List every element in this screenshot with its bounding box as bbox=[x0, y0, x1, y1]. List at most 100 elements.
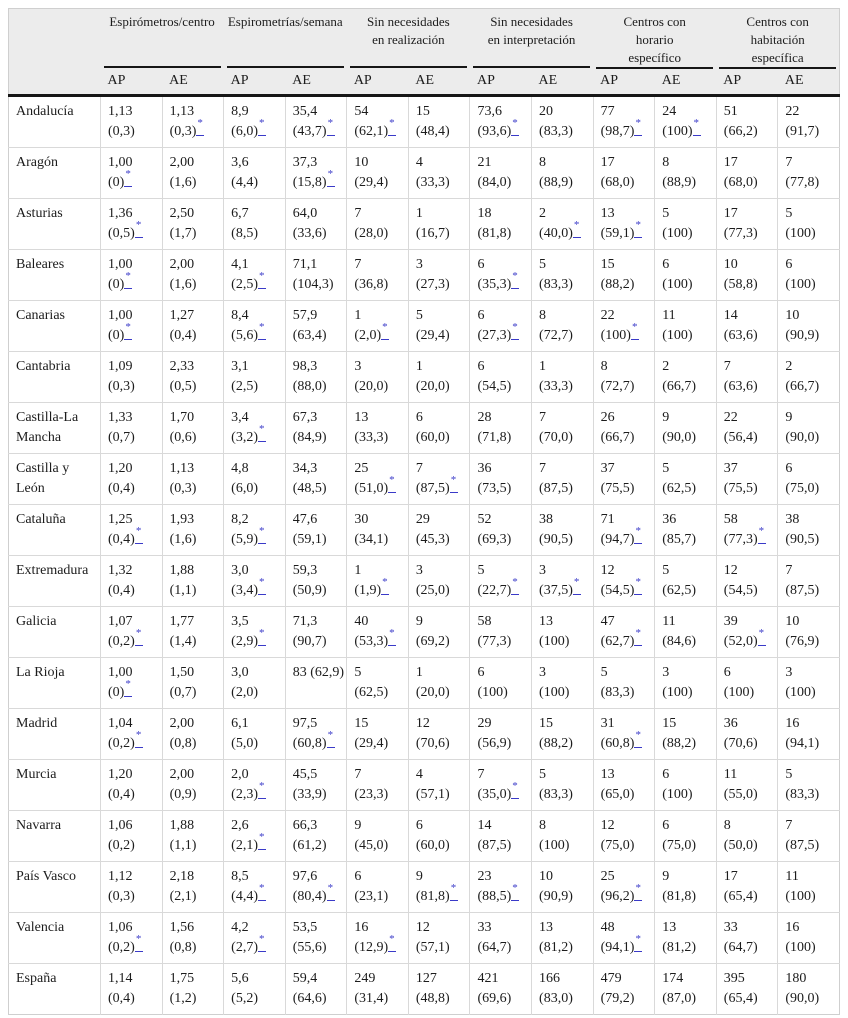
cell-secondary-value: (0,7) bbox=[108, 428, 160, 448]
footnote-asterisk-link[interactable]: * bbox=[634, 628, 643, 646]
data-cell: 2 (40,0) * bbox=[531, 198, 594, 250]
cell-value: 36 bbox=[662, 512, 677, 527]
footnote-asterisk-link[interactable]: * bbox=[257, 118, 266, 136]
footnote-asterisk-link[interactable]: * bbox=[511, 322, 520, 340]
footnote-asterisk-link[interactable]: * bbox=[630, 322, 639, 340]
footnote-asterisk-link[interactable]: * bbox=[634, 118, 643, 136]
cell-value: 10 bbox=[539, 869, 554, 884]
footnote-asterisk-link[interactable]: * bbox=[511, 271, 520, 289]
footnote-asterisk-link[interactable]: * bbox=[634, 220, 643, 238]
cell-percent-text: (2,3) bbox=[231, 787, 258, 802]
cell-percent-text: (54,5) bbox=[723, 583, 758, 598]
footnote-asterisk-link[interactable]: * bbox=[257, 526, 266, 544]
footnote-asterisk-link[interactable]: * bbox=[572, 220, 581, 238]
footnote-asterisk-link[interactable]: * bbox=[326, 883, 335, 901]
footnote-asterisk-link[interactable]: * bbox=[381, 322, 390, 340]
footnote-asterisk-link[interactable]: * bbox=[257, 628, 266, 646]
footnote-asterisk-link[interactable]: * bbox=[124, 322, 133, 340]
data-cell: 8 (72,7) bbox=[592, 351, 655, 403]
cell-value: 7 bbox=[785, 155, 793, 170]
footnote-asterisk-link[interactable]: * bbox=[388, 118, 397, 136]
cell-percent-text: (0,5) bbox=[108, 226, 135, 241]
footnote-asterisk-link[interactable]: * bbox=[634, 883, 643, 901]
footnote-asterisk-link[interactable]: * bbox=[511, 883, 520, 901]
cell-value: 30 bbox=[354, 512, 369, 527]
cell-value: 1,13 bbox=[169, 461, 195, 476]
footnote-asterisk-link[interactable]: * bbox=[257, 883, 266, 901]
footnote-asterisk-link[interactable]: * bbox=[257, 577, 266, 595]
footnote-asterisk-link[interactable]: * bbox=[134, 220, 143, 238]
data-cell: 12 (54,5) * bbox=[592, 555, 655, 607]
cell-percent-text: (100) bbox=[477, 685, 508, 700]
footnote-asterisk-link[interactable]: * bbox=[511, 118, 520, 136]
data-cell: 1,20 (0,4) bbox=[100, 759, 163, 811]
column-group-label: Espirometrías/semana bbox=[227, 14, 343, 29]
subcolumn-header-row: AP AE AP AE AP AE AP AE AP AE AP AE bbox=[8, 69, 840, 97]
cell-value: 15 bbox=[662, 716, 677, 731]
footnote-asterisk-link[interactable]: * bbox=[326, 169, 335, 187]
asterisk-icon: * bbox=[635, 525, 641, 537]
cell-secondary-value: (68,0) bbox=[601, 173, 653, 193]
footnote-asterisk-link[interactable]: * bbox=[124, 679, 133, 697]
cell-value: 2 bbox=[785, 359, 793, 374]
footnote-asterisk-link[interactable]: * bbox=[134, 934, 143, 952]
footnote-asterisk-link[interactable]: * bbox=[124, 169, 133, 187]
footnote-asterisk-link[interactable]: * bbox=[257, 934, 266, 952]
data-cell: 17 (77,3) bbox=[715, 198, 778, 250]
cell-percent-text: (83,3) bbox=[600, 685, 635, 700]
column-group-sin-necesidades-realizacion: Sin necesidades en realización bbox=[346, 8, 470, 69]
cell-percent-text: (60,8) bbox=[600, 736, 635, 751]
cell-secondary-value: (0,4) * bbox=[108, 526, 160, 550]
data-cell: 1,00 (0) * bbox=[100, 657, 163, 709]
cell-secondary-value: (52,0) * bbox=[724, 628, 776, 652]
cell-secondary-value: (77,3) bbox=[477, 632, 529, 652]
footnote-asterisk-link[interactable]: * bbox=[381, 577, 390, 595]
footnote-asterisk-link[interactable]: * bbox=[257, 424, 266, 442]
cell-percent-text: (85,7) bbox=[662, 532, 697, 547]
footnote-asterisk-link[interactable]: * bbox=[134, 730, 143, 748]
footnote-asterisk-link[interactable]: * bbox=[511, 781, 520, 799]
footnote-asterisk-link[interactable]: * bbox=[757, 526, 766, 544]
cell-percent-text: (60,8) bbox=[292, 736, 327, 751]
footnote-asterisk-link[interactable]: * bbox=[326, 730, 335, 748]
footnote-asterisk-link[interactable]: * bbox=[257, 271, 266, 289]
footnote-asterisk-link[interactable]: * bbox=[634, 526, 643, 544]
footnote-asterisk-link[interactable]: * bbox=[572, 577, 581, 595]
data-cell: 31 (60,8) * bbox=[592, 708, 655, 760]
footnote-asterisk-link[interactable]: * bbox=[634, 730, 643, 748]
cell-secondary-value: (104,3) bbox=[293, 275, 345, 295]
footnote-asterisk-link[interactable]: * bbox=[134, 628, 143, 646]
cell-value: 1,06 bbox=[108, 920, 133, 935]
cell-percent-text: (23,3) bbox=[354, 787, 389, 802]
data-cell: 7 (28,0) bbox=[346, 198, 409, 250]
cell-percent-text: (100) bbox=[785, 226, 816, 241]
footnote-asterisk-link[interactable]: * bbox=[449, 883, 458, 901]
footnote-asterisk-link[interactable]: * bbox=[388, 934, 397, 952]
cell-value: 33 bbox=[477, 920, 492, 935]
footnote-asterisk-link[interactable]: * bbox=[134, 526, 143, 544]
cell-secondary-value: (100) bbox=[539, 836, 591, 856]
footnote-asterisk-link[interactable]: * bbox=[449, 475, 458, 493]
footnote-asterisk-link[interactable]: * bbox=[634, 577, 643, 595]
footnote-asterisk-link[interactable]: * bbox=[511, 577, 520, 595]
footnote-asterisk-link[interactable]: * bbox=[257, 781, 266, 799]
footnote-asterisk-link[interactable]: * bbox=[757, 628, 766, 646]
footnote-asterisk-link[interactable]: * bbox=[257, 322, 266, 340]
cell-percent-text: (64,7) bbox=[723, 940, 758, 955]
data-cell: 35,4 (43,7) * bbox=[284, 95, 347, 148]
cell-percent-text: (0) bbox=[108, 175, 125, 190]
cell-percent-text: (88,2) bbox=[539, 736, 573, 751]
footnote-asterisk-link[interactable]: * bbox=[634, 934, 643, 952]
footnote-asterisk-link[interactable]: * bbox=[692, 118, 701, 136]
data-cell: 24 (100) * bbox=[654, 95, 717, 148]
footnote-asterisk-link[interactable]: * bbox=[124, 271, 133, 289]
footnote-asterisk-link[interactable]: * bbox=[388, 475, 397, 493]
table-row: Extremadura 1,32 (0,4) 1,88 (1,1) 3,0 (3,4) * 59… bbox=[8, 555, 840, 607]
cell-secondary-value: (29,4) bbox=[354, 173, 406, 193]
footnote-asterisk-link[interactable]: * bbox=[196, 118, 205, 136]
cell-value: 20 bbox=[539, 104, 554, 119]
footnote-asterisk-link[interactable]: * bbox=[326, 118, 335, 136]
cell-secondary-value: (3,2) * bbox=[231, 424, 283, 448]
footnote-asterisk-link[interactable]: * bbox=[388, 628, 397, 646]
footnote-asterisk-link[interactable]: * bbox=[257, 832, 266, 850]
